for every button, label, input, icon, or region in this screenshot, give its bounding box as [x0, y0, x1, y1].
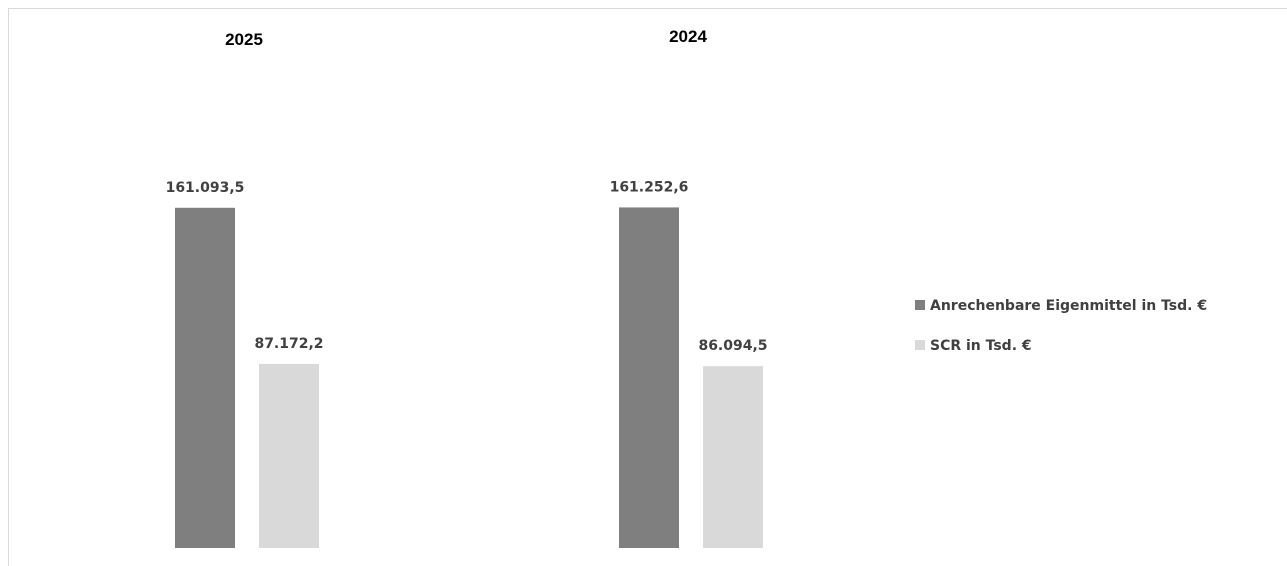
legend-label-eigenmittel: Anrechenbare Eigenmittel in Tsd. € — [930, 298, 1207, 314]
group-title-2024: 2024 — [669, 27, 707, 46]
data-label-scr-2025: 87.172,2 — [254, 336, 323, 352]
bar-scr-2024 — [703, 366, 763, 548]
bar-eigenmittel-2024 — [619, 207, 679, 548]
data-label-eigenmittel-2024: 161.252,6 — [610, 179, 689, 195]
group-title-2025: 2025 — [225, 30, 263, 49]
bar-scr-2025 — [259, 363, 319, 548]
legend-swatch-eigenmittel — [915, 300, 925, 310]
data-label-eigenmittel-2025: 161.093,5 — [166, 180, 245, 196]
legend-label-scr: SCR in Tsd. € — [930, 338, 1032, 354]
legend-swatch-scr — [915, 340, 925, 350]
data-label-scr-2024: 86.094,5 — [698, 338, 767, 354]
bar-eigenmittel-2025 — [175, 207, 235, 549]
